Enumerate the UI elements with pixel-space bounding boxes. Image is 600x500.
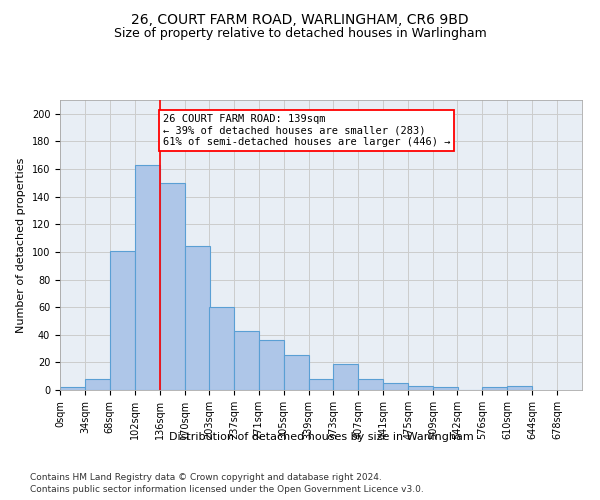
Bar <box>284 356 308 390</box>
Bar <box>259 340 284 390</box>
Bar <box>110 250 135 390</box>
Text: Distribution of detached houses by size in Warlingham: Distribution of detached houses by size … <box>169 432 473 442</box>
Bar <box>209 307 234 390</box>
Bar <box>433 387 458 390</box>
Y-axis label: Number of detached properties: Number of detached properties <box>16 158 26 332</box>
Text: 26 COURT FARM ROAD: 139sqm
← 39% of detached houses are smaller (283)
61% of sem: 26 COURT FARM ROAD: 139sqm ← 39% of deta… <box>163 114 450 147</box>
Bar <box>507 386 532 390</box>
Bar <box>383 383 408 390</box>
Bar <box>185 246 209 390</box>
Bar <box>334 364 358 390</box>
Text: Contains HM Land Registry data © Crown copyright and database right 2024.: Contains HM Land Registry data © Crown c… <box>30 472 382 482</box>
Bar <box>234 330 259 390</box>
Text: Size of property relative to detached houses in Warlingham: Size of property relative to detached ho… <box>113 28 487 40</box>
Bar <box>135 165 160 390</box>
Bar <box>408 386 433 390</box>
Bar <box>358 379 383 390</box>
Bar <box>60 387 85 390</box>
Bar <box>308 379 334 390</box>
Bar <box>482 387 507 390</box>
Bar <box>160 183 185 390</box>
Text: 26, COURT FARM ROAD, WARLINGHAM, CR6 9BD: 26, COURT FARM ROAD, WARLINGHAM, CR6 9BD <box>131 12 469 26</box>
Bar <box>85 379 110 390</box>
Text: Contains public sector information licensed under the Open Government Licence v3: Contains public sector information licen… <box>30 485 424 494</box>
